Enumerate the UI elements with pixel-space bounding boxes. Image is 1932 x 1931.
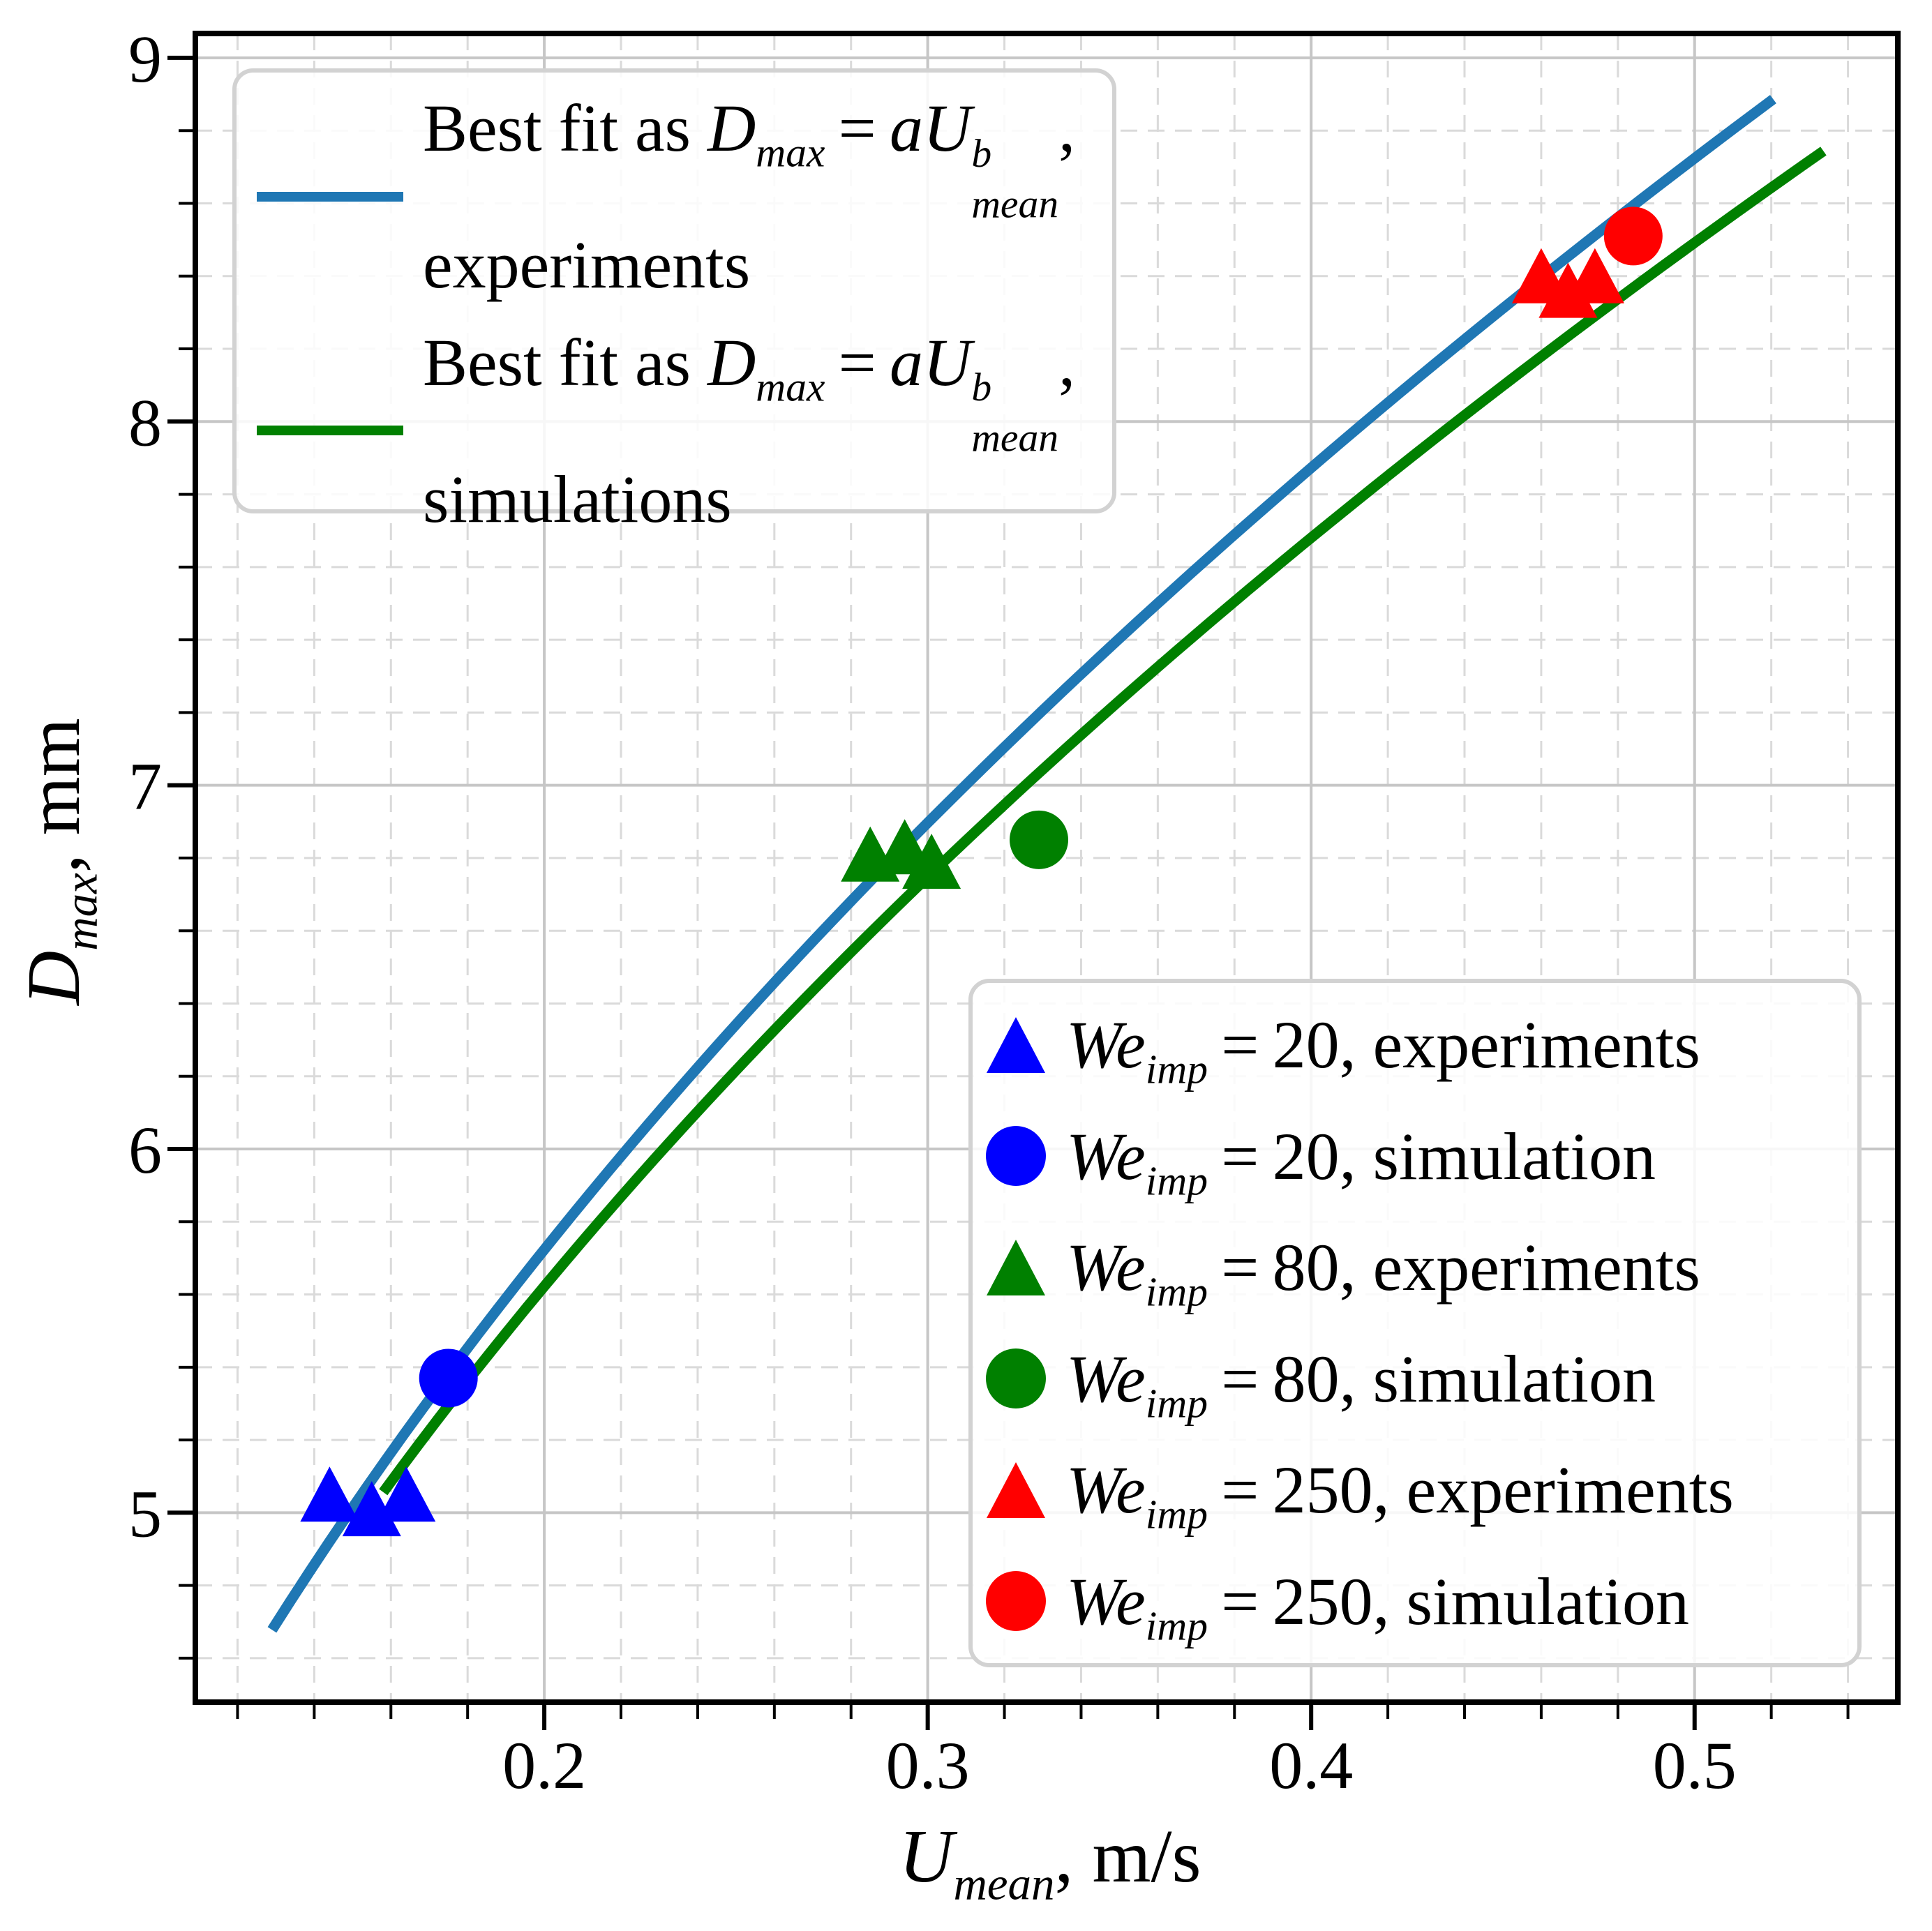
marker-circle [1010,810,1069,869]
x-tick-label: 0.5 [1653,1728,1737,1803]
x-axis-label: Umean, m/s [899,1815,1201,1910]
triangle-marker-icon [982,1016,1049,1073]
marker-triangle [300,1466,359,1522]
axes: 0.2 0.3 0.4 0.5 5 6 7 8 9 [128,22,1901,1803]
triangle-marker-icon [982,1239,1049,1295]
marker-circle [419,1348,478,1408]
circle-marker-icon [982,1126,1049,1187]
legend-entry-we250-exp: Weimp = 250, experiments [973,1435,1857,1545]
legend-marker-label: Weimp = 20, simulation [1066,1118,1656,1204]
x-tick-label: 0.4 [1269,1728,1353,1803]
fit-source-line: experiments [423,227,751,303]
legend-marker-label: Weimp = 80, experiments [1066,1230,1700,1315]
marker-triangle [1538,262,1598,318]
legend-fit-lines: Best fit as Dmax = aU b mean, experiments … [232,68,1116,536]
y-axis-label: Dmax, mm [13,718,107,1005]
y-tick-label: 6 [128,1113,162,1187]
y-tick-label: 8 [128,385,162,460]
circle-marker-icon [982,1571,1049,1632]
x-tick-label: 0.2 [502,1728,586,1803]
y-tick-label: 7 [128,749,162,824]
marker-triangle [342,1481,401,1537]
legend-entry-we20-sim: Weimp = 20, simulation [973,1101,1857,1211]
plot-border [193,31,1901,1705]
triangle-marker-icon [982,1462,1049,1518]
green-line-swatch-icon [257,426,403,436]
data-markers [300,206,1663,1537]
marker-circle [1603,206,1663,266]
fit-formula-line: Best fit as Dmax = aU b mean, [423,91,1076,227]
legend-entry-we250-sim: Weimp = 250, simulation [973,1546,1857,1656]
x-tick-label: 0.3 [886,1728,970,1803]
legend-marker-label: Weimp = 250, simulation [1066,1563,1689,1649]
y-tick-label: 9 [128,22,162,96]
legend-marker-label: Weimp = 250, experiments [1066,1452,1734,1538]
fit-formula-line: Best fit as Dmax = aU b mean, [423,324,1076,460]
legend-marker-label: Weimp = 80, simulation [1066,1341,1656,1427]
marker-triangle [902,834,961,889]
marker-triangle [1565,248,1624,303]
legend-entry-fit-experiments: Best fit as Dmax = aU b mean, experiments [237,80,1112,314]
legend-data-markers: Weimp = 20, experiments Weimp = 20, simu… [968,979,1862,1667]
fit-line-simulations [379,146,1827,1496]
legend-entry-we20-exp: Weimp = 20, experiments [973,990,1857,1100]
marker-triangle [377,1466,436,1522]
legend-entry-we80-sim: Weimp = 80, simulation [973,1323,1857,1434]
y-tick-label: 5 [128,1476,162,1551]
legend-entry-fit-simulations: Best fit as Dmax = aU b mean, simulations [237,314,1112,548]
blue-line-swatch-icon [257,191,403,202]
circle-marker-icon [982,1348,1049,1409]
legend-fit-label: Best fit as Dmax = aU b mean, experiments [423,80,1075,314]
legend-entry-we80-exp: Weimp = 80, experiments [973,1212,1857,1323]
fit-source-line: simulations [423,461,732,536]
legend-fit-label: Best fit as Dmax = aU b mean, simulations [423,314,1075,548]
legend-marker-label: Weimp = 20, experiments [1066,1007,1700,1092]
